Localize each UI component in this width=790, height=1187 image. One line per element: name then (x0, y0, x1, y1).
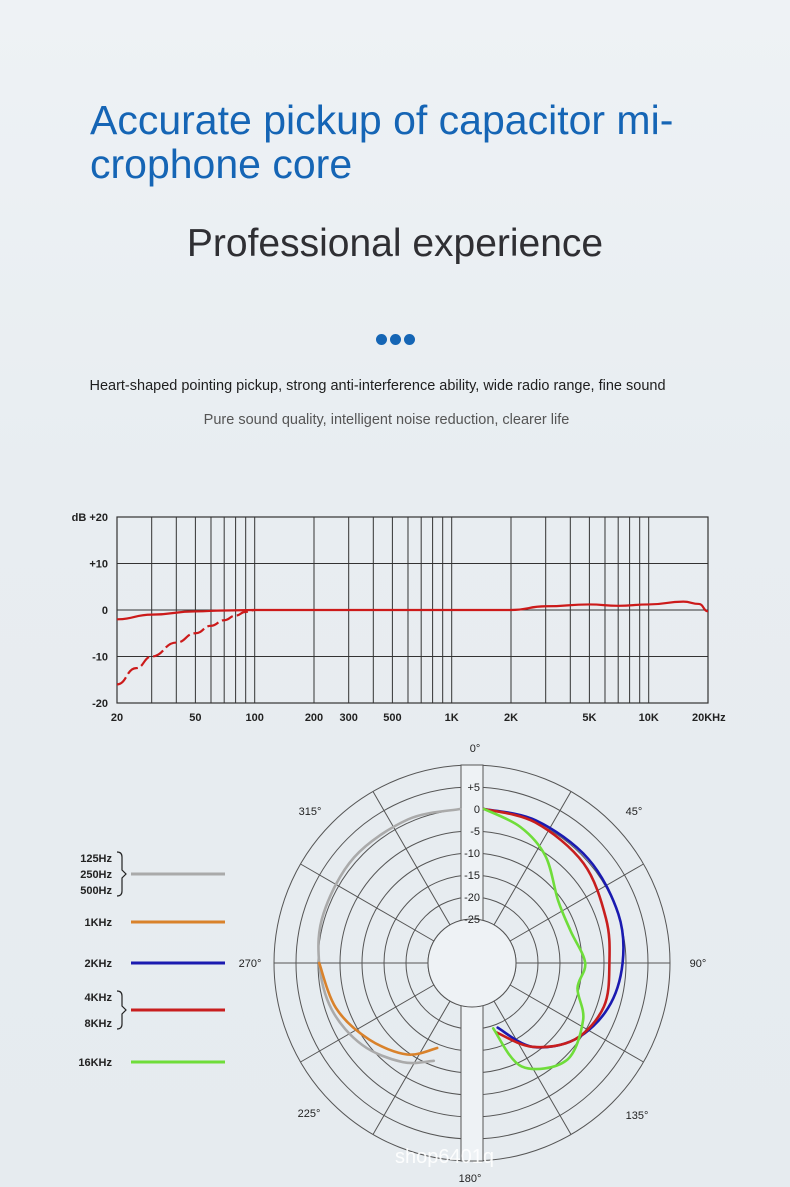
x-tick-label: 20KHz (692, 712, 726, 724)
polar-spoke (372, 791, 451, 926)
x-tick-label: 300 (340, 712, 358, 724)
legend-brace-icon (116, 990, 127, 1030)
x-tick-label: 10K (639, 712, 659, 724)
watermark-text: shop6401q (395, 1146, 494, 1168)
y-tick-label: +10 (89, 559, 108, 571)
y-tick-label: -20 (92, 698, 108, 710)
legend-label: 500Hz (80, 885, 112, 897)
description-primary: Heart-shaped pointing pickup, strong ant… (89, 378, 666, 394)
angle-label: 315° (299, 806, 322, 818)
x-tick-label: 1K (445, 712, 459, 724)
radial-tick-label: -20 (464, 892, 480, 904)
polar-spoke (300, 984, 435, 1063)
x-tick-label: 2K (504, 712, 518, 724)
legend-label: 16KHz (78, 1057, 112, 1069)
y-tick-label: 0 (102, 605, 108, 617)
polar-spoke (509, 984, 644, 1063)
x-tick-label: 100 (246, 712, 264, 724)
polar-curve-4KHz-8KHz (482, 807, 611, 1049)
radial-tick-label: -10 (464, 848, 480, 860)
description-secondary: Pure sound quality, intelligent noise re… (203, 412, 570, 428)
polar-spoke (372, 1000, 451, 1135)
x-tick-label: 500 (383, 712, 401, 724)
y-tick-label: dB +20 (72, 512, 108, 524)
polar-legend: 125Hz 250Hz 500Hz 1KHz 2KHz 4KHz 8KHz 16KHz (78, 851, 225, 1069)
legend-label: 125Hz (80, 853, 112, 865)
angle-label: 225° (298, 1108, 321, 1120)
angle-label: 90° (690, 958, 707, 970)
legend-brace-icon (116, 851, 127, 897)
polar-spoke (509, 863, 644, 942)
legend-label: 1KHz (84, 917, 112, 929)
headline: Accurate pickup of capacitor mi-crophone… (90, 97, 674, 187)
legend-label: 2KHz (84, 958, 112, 970)
radial-tick-label: +5 (467, 782, 480, 794)
legend-label: 4KHz (84, 992, 112, 1004)
response-curve-1 (116, 600, 709, 621)
polar-curve-1KHz (317, 961, 439, 1056)
polar-curve-16KHz (482, 807, 587, 1071)
radial-tick-label: -5 (470, 826, 480, 838)
dots-divider-icon (376, 332, 418, 345)
x-tick-label: 5K (582, 712, 596, 724)
angle-label: 180° (459, 1173, 482, 1185)
legend-label: 8KHz (84, 1018, 112, 1030)
legend-label: 250Hz (80, 869, 112, 881)
x-tick-label: 20 (111, 712, 123, 724)
angle-label: 0° (470, 743, 481, 755)
dot-icon (390, 334, 401, 345)
x-tick-label: 200 (305, 712, 323, 724)
polar-center (427, 918, 517, 1008)
dot-icon (376, 334, 387, 345)
polar-spoke (493, 791, 572, 926)
subheadline: Professional experience (186, 222, 604, 265)
radial-tick-label: -25 (464, 914, 480, 926)
angle-label: 45° (626, 806, 643, 818)
polar-spoke (300, 863, 435, 942)
angle-label: 270° (239, 958, 262, 970)
y-tick-label: -10 (92, 652, 108, 664)
dot-icon (404, 334, 415, 345)
radial-tick-label: 0 (474, 804, 480, 816)
x-tick-label: 50 (189, 712, 201, 724)
angle-label: 135° (626, 1110, 649, 1122)
response-curve-2 (116, 608, 255, 686)
plot-frame (116, 516, 709, 704)
radial-tick-label: -15 (464, 870, 480, 882)
polar-pattern-chart: +5 0 -5 -10 -15 -20 -25 0° 45° 90° 135° 180° 225° 270… (239, 743, 707, 1185)
